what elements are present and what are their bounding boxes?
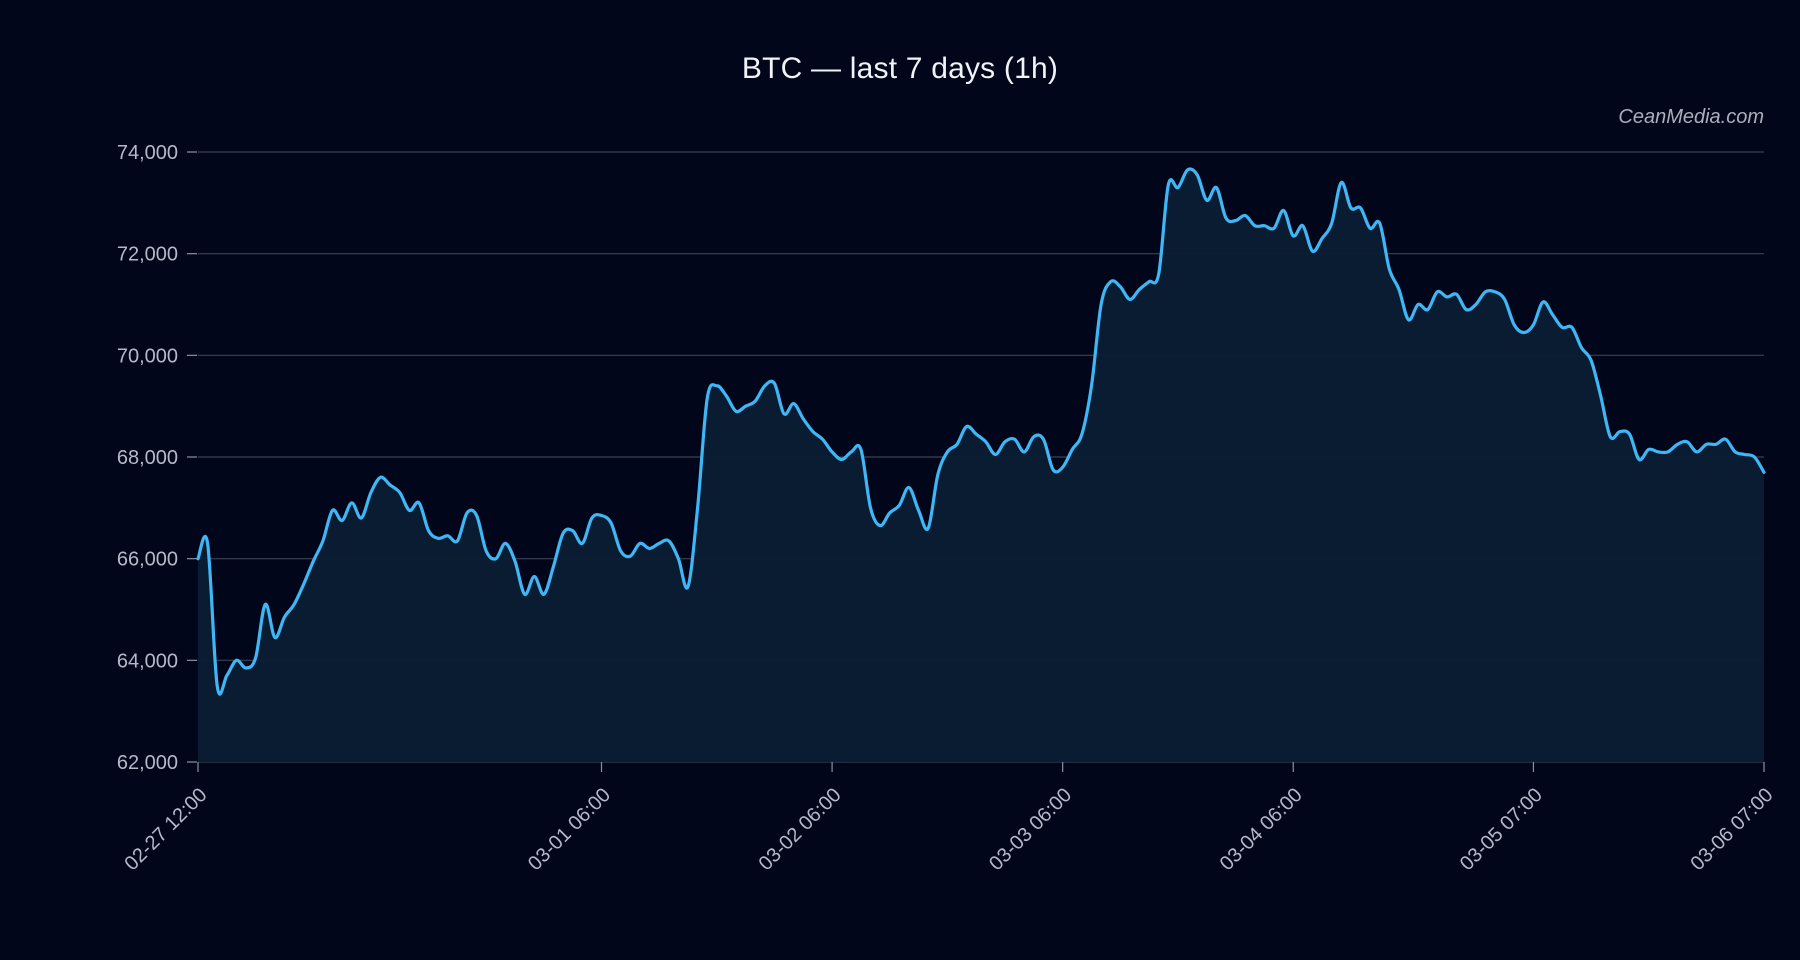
y-tick-label: 72,000 (117, 244, 178, 266)
y-tick-label: 62,000 (117, 752, 178, 774)
x-tick-label: 03-04 06:00 (1216, 784, 1307, 875)
y-tick-label: 66,000 (117, 549, 178, 571)
series-line (196, 167, 1766, 696)
x-tick-label: 03-01 06:00 (524, 784, 615, 875)
series-area-fill (198, 168, 1764, 762)
y-tick-label: 70,000 (117, 345, 178, 367)
x-tick-label: 03-02 06:00 (755, 784, 846, 875)
watermark: CeanMedia.com (1618, 106, 1764, 128)
y-tick-label: 68,000 (117, 447, 178, 469)
x-tick-label: 03-06 07:00 (1686, 784, 1777, 875)
x-tick-label: 03-05 07:00 (1456, 784, 1547, 875)
x-tick-label: 03-03 06:00 (985, 784, 1076, 875)
y-axis-ticks: 74,000 72,000 70,000 68,000 66,000 64,000 62,0… (117, 142, 178, 774)
x-tick-label: 02-27 12:00 (120, 784, 211, 875)
x-axis-ticks: 02-27 12:00 03-01 06:00 03-02 06:00 03-03 0… (120, 762, 1778, 875)
y-tick-label: 74,000 (117, 142, 178, 164)
y-tick-label: 64,000 (117, 650, 178, 672)
chart-title: BTC — last 7 days (1h) (741, 52, 1059, 85)
